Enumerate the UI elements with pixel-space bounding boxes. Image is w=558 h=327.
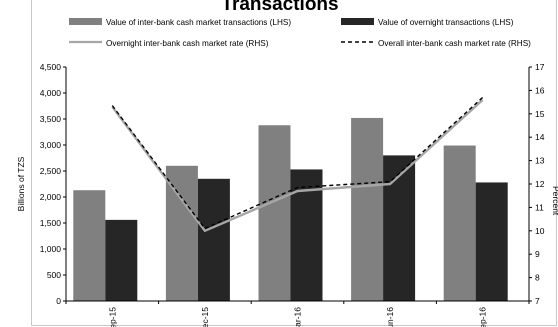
y-tick-label: 3,500: [40, 114, 62, 124]
bar-1-jun-16: [351, 117, 384, 302]
y-tick-label: 500: [47, 270, 61, 280]
y2-tick-label: 13: [535, 156, 545, 166]
legend-label-4: Overall inter-bank cash market rate (RHS…: [378, 39, 531, 48]
y2-tick-label: 17: [535, 62, 545, 72]
legend-label-2: Value of overnight transactions (LHS): [378, 18, 514, 27]
y2-tick-label: 9: [535, 249, 540, 259]
x-tick-label-sep-15: Sep-15: [107, 307, 117, 327]
y2-tick-label: 16: [535, 85, 545, 95]
y2-axis-title: Percent: [551, 186, 558, 216]
x-tick-label-sep-16: Sep-16: [478, 307, 488, 327]
y2-tick-label: 12: [535, 179, 545, 189]
legend-label-3: Overnight inter-bank cash market rate (R…: [106, 39, 269, 48]
bar-1-sep-16: [443, 145, 476, 301]
bar-1-dec-15: [165, 165, 198, 301]
y2-tick-label: 15: [535, 109, 545, 119]
bar-2-sep-15: [105, 219, 138, 301]
bar-2-sep-16: [475, 182, 508, 301]
y-tick-label: 1,000: [40, 244, 62, 254]
y-tick-label: 2,000: [40, 192, 62, 202]
y-tick-label: 4,500: [40, 62, 62, 72]
legend-swatch-1: [69, 18, 102, 25]
legend-label-1: Value of inter-bank cash market transact…: [106, 18, 291, 27]
y-tick-label: 0: [56, 296, 61, 306]
x-tick-label-jun-16: Jun-16: [385, 307, 395, 327]
y2-tick-label: 7: [535, 296, 540, 306]
line-series-1: [111, 98, 484, 233]
y2-tick-label: 11: [535, 202, 544, 212]
y2-tick-label: 14: [535, 132, 545, 142]
y-axis-title: Billions of TZS: [16, 156, 26, 211]
line-series-2: [111, 96, 484, 230]
bar-2-dec-15: [197, 178, 230, 301]
y2-tick-label: 10: [535, 226, 545, 236]
bar-2-jun-16: [383, 155, 416, 301]
chart-title: Transactions: [221, 0, 338, 15]
y2-tick-label: 8: [535, 273, 540, 283]
bar-1-mar-16: [258, 125, 291, 302]
legend-swatch-2: [341, 18, 374, 25]
y-tick-label: 4,000: [40, 88, 62, 98]
y-tick-label: 1,500: [40, 218, 62, 228]
x-tick-label-dec-15: Dec-15: [200, 307, 210, 327]
bar-1-sep-15: [73, 190, 106, 301]
y-tick-label: 3,000: [40, 140, 62, 150]
y-tick-label: 2,500: [40, 166, 62, 176]
x-tick-label-mar-16: Mar-16: [293, 307, 303, 327]
